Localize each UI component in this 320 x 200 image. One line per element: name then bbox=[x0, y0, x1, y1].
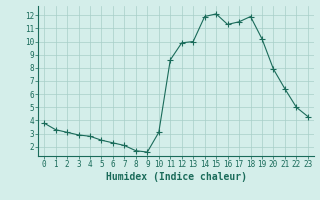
X-axis label: Humidex (Indice chaleur): Humidex (Indice chaleur) bbox=[106, 172, 246, 182]
